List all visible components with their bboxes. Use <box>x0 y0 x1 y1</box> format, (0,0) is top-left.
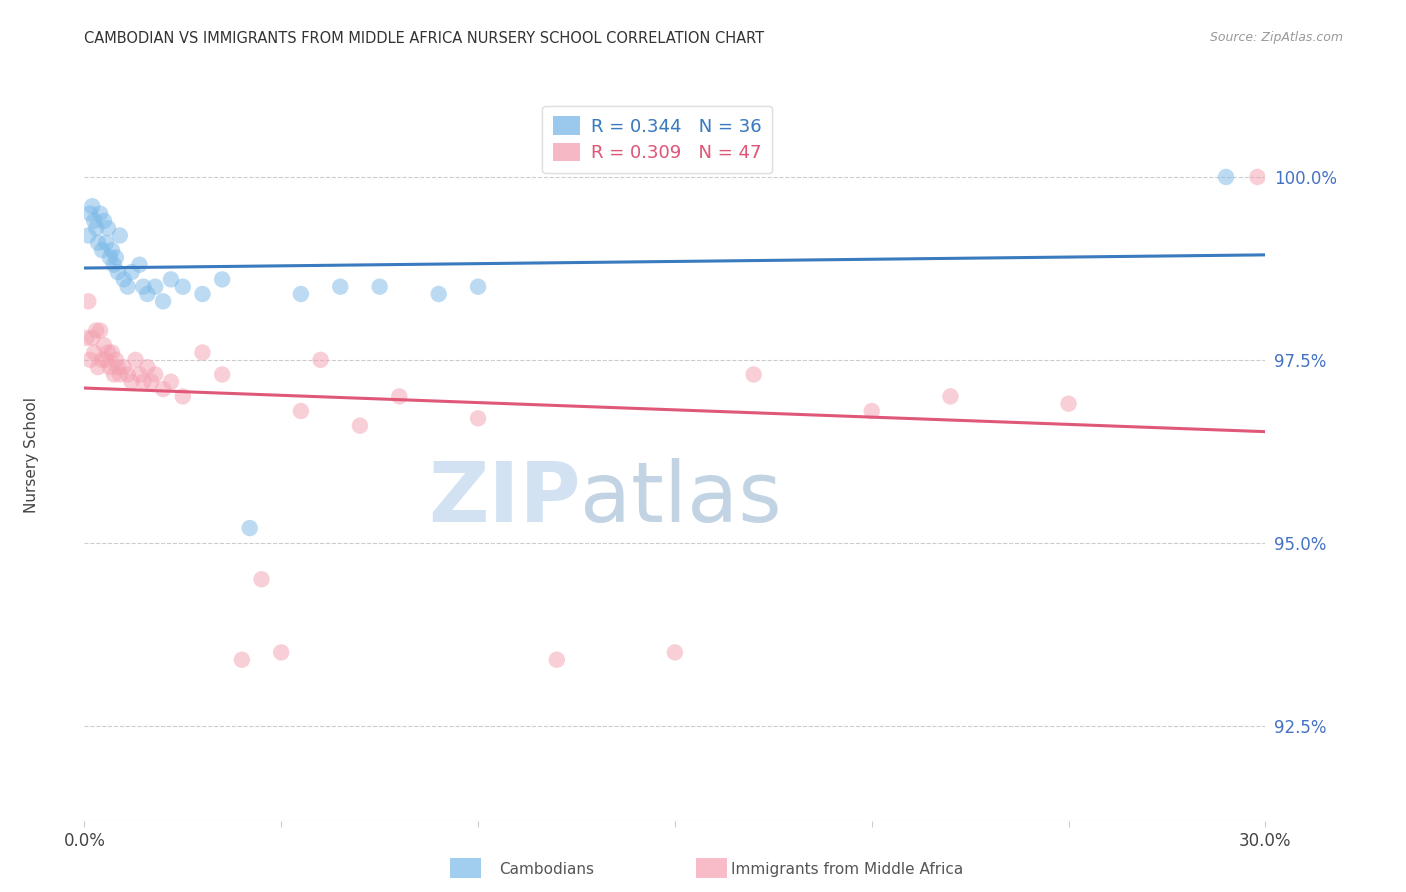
Text: CAMBODIAN VS IMMIGRANTS FROM MIDDLE AFRICA NURSERY SCHOOL CORRELATION CHART: CAMBODIAN VS IMMIGRANTS FROM MIDDLE AFRI… <box>84 31 765 46</box>
Point <box>143 368 166 382</box>
Point <box>427 287 450 301</box>
Point <box>87 235 110 250</box>
Point <box>93 338 115 352</box>
Point <box>77 294 100 309</box>
Point <box>121 265 143 279</box>
Point <box>97 221 120 235</box>
Point <box>290 404 312 418</box>
Point <box>250 572 273 586</box>
Point <box>664 645 686 659</box>
Point <box>108 368 131 382</box>
Text: atlas: atlas <box>581 458 782 540</box>
Point <box>270 645 292 659</box>
Point <box>84 221 107 235</box>
Point <box>82 331 104 345</box>
Point <box>108 228 131 243</box>
Point <box>211 368 233 382</box>
Point <box>160 272 183 286</box>
Point <box>860 404 883 418</box>
Point <box>94 352 117 367</box>
Text: ZIP: ZIP <box>427 458 581 540</box>
Text: Cambodians: Cambodians <box>499 863 595 877</box>
Point <box>84 324 107 338</box>
Point <box>124 352 146 367</box>
Point <box>191 287 214 301</box>
Point <box>467 279 489 293</box>
Point <box>83 214 105 228</box>
Point <box>546 653 568 667</box>
Point <box>191 345 214 359</box>
Point <box>132 375 155 389</box>
Text: Immigrants from Middle Africa: Immigrants from Middle Africa <box>731 863 963 877</box>
Point <box>89 206 111 220</box>
Point <box>117 279 139 293</box>
Point <box>152 294 174 309</box>
Point <box>136 360 159 375</box>
Point <box>1215 169 1237 184</box>
Point <box>103 258 125 272</box>
Point <box>104 352 127 367</box>
Point <box>82 199 104 213</box>
Point <box>290 287 312 301</box>
Point <box>87 360 110 375</box>
Point <box>103 368 125 382</box>
Point <box>467 411 489 425</box>
Point <box>172 389 194 403</box>
Text: Nursery School: Nursery School <box>24 397 39 513</box>
Point <box>79 206 101 220</box>
Point <box>98 360 121 375</box>
Point <box>309 352 332 367</box>
Point <box>101 243 124 257</box>
Point <box>101 345 124 359</box>
Legend: R = 0.344   N = 36, R = 0.309   N = 47: R = 0.344 N = 36, R = 0.309 N = 47 <box>543 105 772 173</box>
Point <box>107 265 129 279</box>
Point <box>97 345 120 359</box>
Point <box>94 235 117 250</box>
Point <box>128 258 150 272</box>
Point <box>231 653 253 667</box>
Point <box>75 331 97 345</box>
Point <box>104 251 127 265</box>
Point <box>112 272 135 286</box>
Point <box>388 389 411 403</box>
Point <box>89 324 111 338</box>
Point <box>172 279 194 293</box>
Point <box>1246 169 1268 184</box>
Point <box>742 368 765 382</box>
Point <box>141 375 163 389</box>
Point <box>77 228 100 243</box>
Point <box>939 389 962 403</box>
Point <box>239 521 262 535</box>
Point <box>211 272 233 286</box>
Point <box>132 279 155 293</box>
Point <box>93 214 115 228</box>
Point <box>143 279 166 293</box>
Point <box>368 279 391 293</box>
Point <box>121 375 143 389</box>
Point <box>160 375 183 389</box>
Point <box>152 382 174 396</box>
Point <box>136 287 159 301</box>
Text: Source: ZipAtlas.com: Source: ZipAtlas.com <box>1209 31 1343 45</box>
Point <box>91 243 114 257</box>
Point <box>98 251 121 265</box>
Point <box>128 368 150 382</box>
Point <box>83 345 105 359</box>
Point <box>1057 397 1080 411</box>
Point <box>117 368 139 382</box>
Point <box>349 418 371 433</box>
Point <box>79 352 101 367</box>
Point <box>329 279 352 293</box>
Point <box>107 360 129 375</box>
Point <box>91 352 114 367</box>
Point <box>112 360 135 375</box>
